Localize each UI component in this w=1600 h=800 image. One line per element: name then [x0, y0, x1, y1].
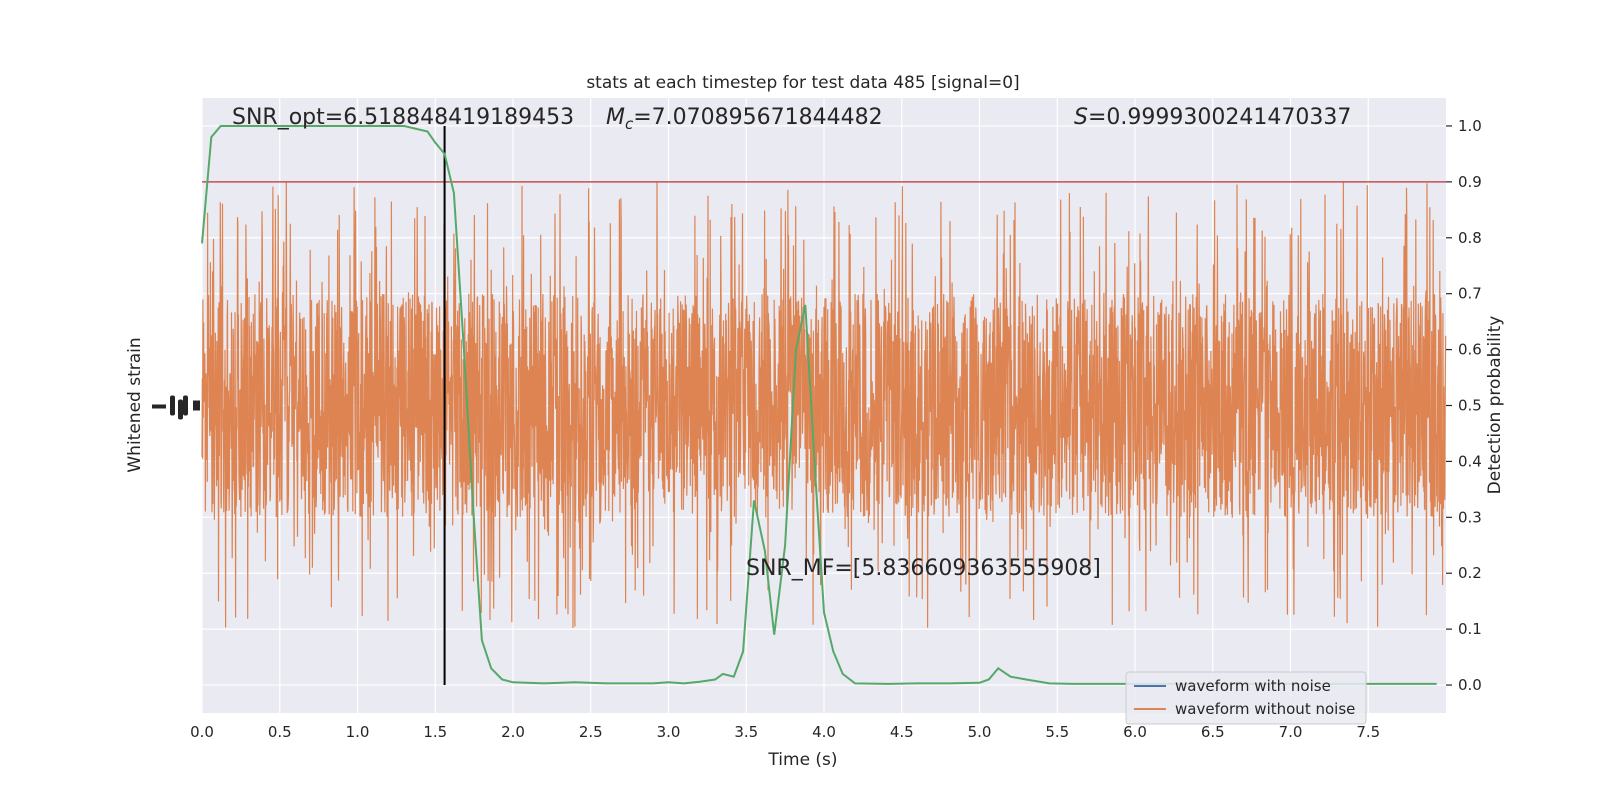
x-tick-label: 7.5	[1356, 723, 1380, 741]
x-axis-label: Time (s)	[767, 750, 837, 770]
snr-mf-annotation: SNR_MF=[5.836609363555908]	[746, 556, 1101, 581]
x-tick-label: 2.0	[501, 723, 525, 741]
s-annotation: S=0.9999300241470337	[1074, 105, 1351, 130]
left-tick-glyph	[178, 399, 183, 420]
left-tick-block	[193, 400, 200, 411]
x-tick-label: 3.5	[734, 723, 758, 741]
x-tick-label: 3.0	[657, 723, 681, 741]
chirp-mass-value: =7.070895671844482	[633, 105, 882, 130]
legend-entry-with-noise: waveform with noise	[1175, 677, 1331, 695]
left-y-axis-label: Whitened strain	[125, 337, 145, 472]
y-tick-label: 0.7	[1458, 285, 1482, 303]
chart-title: stats at each timestep for test data 485…	[586, 73, 1019, 93]
x-tick-label: 4.5	[890, 723, 914, 741]
right-y-axis-ticks: 0.0 0.1 0.2 0.3 0.4 0.5 0.6 0.7 0.8 0.9 1.0	[1446, 117, 1482, 694]
s-value: =0.9999300241470337	[1088, 105, 1351, 130]
y-tick-label: 0.0	[1458, 676, 1482, 694]
left-tick-glyph	[183, 395, 188, 416]
chirp-mass-annotation: Mc=7.070895671844482	[606, 105, 883, 133]
legend: waveform with noise waveform without noi…	[1125, 671, 1367, 725]
detection-probability-line	[201, 125, 1437, 685]
left-tick-glyph	[170, 395, 175, 416]
x-tick-label: 6.0	[1123, 723, 1147, 741]
x-axis-ticks: 0.0 0.5 1.0 1.5 2.0 2.5 3.0 3.5 4.0 4.5 5.0 5.5 6.0 6…	[190, 723, 1380, 741]
left-tick-mark	[152, 404, 166, 409]
y-tick-label: 0.6	[1458, 341, 1482, 359]
x-tick-label: 5.0	[968, 723, 992, 741]
y-tick-label: 0.9	[1458, 173, 1482, 191]
x-tick-label: 1.5	[423, 723, 447, 741]
legend-box	[1125, 671, 1367, 725]
s-symbol: S	[1074, 105, 1088, 130]
chirp-mass-symbol: M	[606, 105, 625, 130]
left-y-axis-ticks	[152, 395, 200, 420]
x-tick-label: 1.0	[346, 723, 370, 741]
legend-entry-without-noise: waveform without noise	[1175, 700, 1355, 718]
chirp-mass-subscript: c	[625, 115, 634, 133]
y-tick-label: 0.2	[1458, 564, 1482, 582]
x-tick-label: 0.5	[268, 723, 292, 741]
waveform-without-noise-line	[201, 182, 1447, 629]
x-tick-label: 6.5	[1201, 723, 1225, 741]
snr-opt-annotation: SNR_opt=6.518848419189453	[232, 105, 574, 130]
y-tick-label: 0.8	[1458, 229, 1482, 247]
x-tick-label: 0.0	[190, 723, 214, 741]
y-tick-label: 0.3	[1458, 508, 1482, 526]
y-tick-label: 1.0	[1458, 117, 1482, 135]
overlay-layer	[202, 125, 1446, 686]
y-tick-label: 0.1	[1458, 620, 1482, 638]
right-y-axis-label: Detection probability	[1485, 316, 1505, 495]
waveform-without-noise-trace	[201, 182, 1447, 629]
x-tick-label: 4.0	[812, 723, 836, 741]
y-tick-label: 0.5	[1458, 397, 1482, 415]
x-tick-label: 2.5	[579, 723, 603, 741]
x-tick-label: 7.0	[1279, 723, 1303, 741]
y-tick-label: 0.4	[1458, 452, 1482, 470]
detection-probability-trace	[201, 125, 1437, 685]
x-tick-label: 5.5	[1045, 723, 1069, 741]
